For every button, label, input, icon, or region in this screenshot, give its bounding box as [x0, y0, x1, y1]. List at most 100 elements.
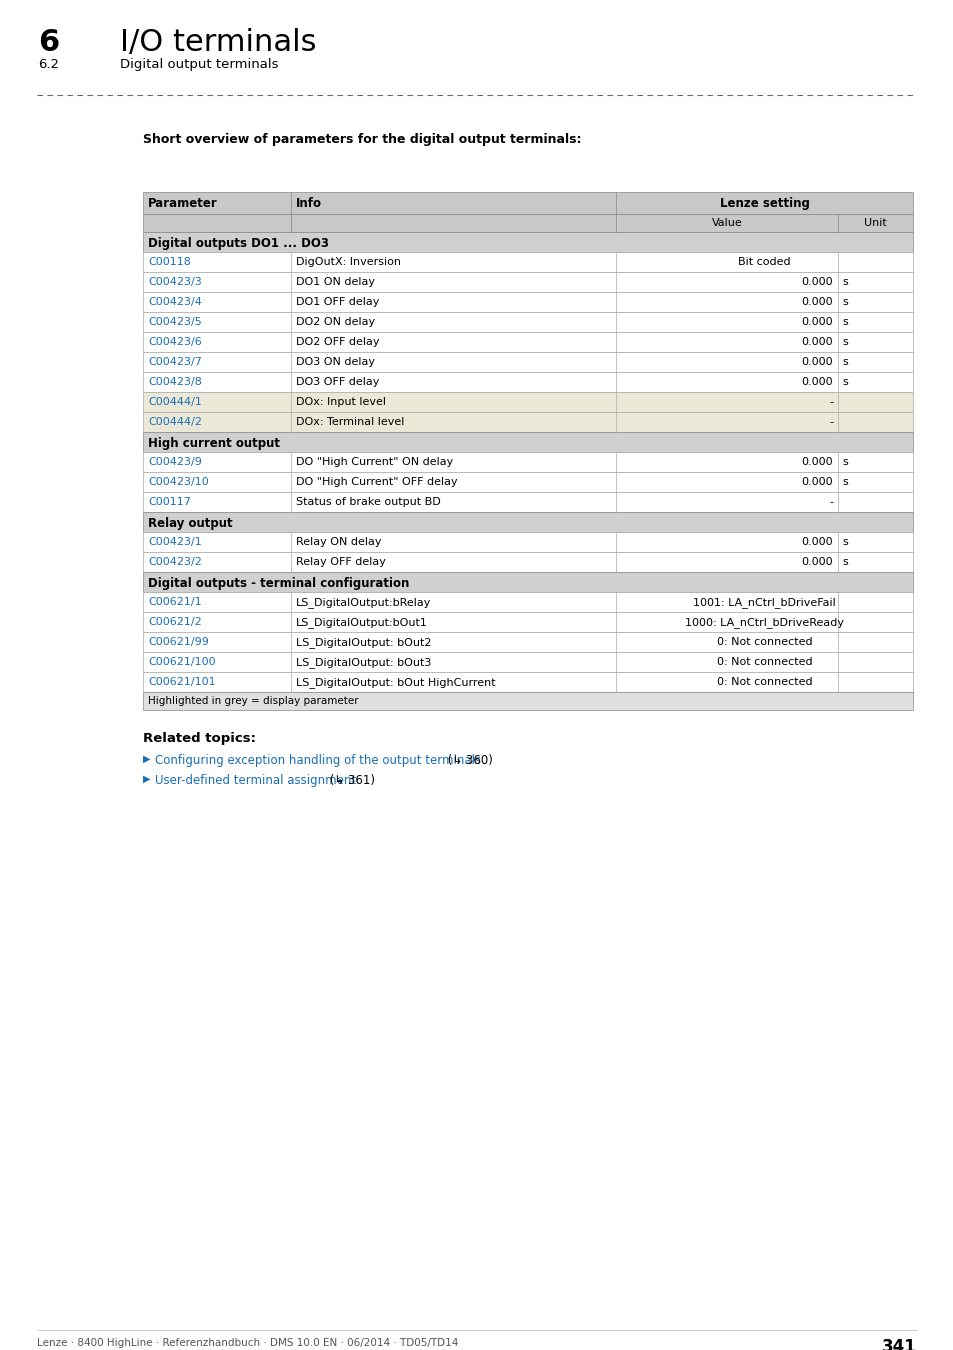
Bar	[143, 572, 912, 593]
Text: C00621/101: C00621/101	[148, 676, 215, 687]
Text: DO1 ON delay: DO1 ON delay	[295, 277, 375, 288]
Text: s: s	[841, 477, 847, 487]
Text: Relay OFF delay: Relay OFF delay	[295, 558, 385, 567]
Bar	[143, 593, 912, 612]
Bar	[143, 232, 912, 252]
Text: 0.000: 0.000	[801, 458, 832, 467]
Text: 0: Not connected: 0: Not connected	[716, 676, 811, 687]
Text: DOx: Input level: DOx: Input level	[295, 397, 386, 406]
Text: s: s	[841, 458, 847, 467]
Text: s: s	[841, 317, 847, 327]
Text: C00118: C00118	[148, 256, 191, 267]
Text: Parameter: Parameter	[148, 197, 217, 211]
Bar	[143, 215, 912, 232]
Text: Relay output: Relay output	[148, 517, 233, 531]
Text: C00117: C00117	[148, 497, 191, 508]
Text: Value: Value	[711, 217, 741, 228]
Text: Info: Info	[295, 197, 322, 211]
Text: C00423/1: C00423/1	[148, 537, 201, 547]
Text: 0: Not connected: 0: Not connected	[716, 637, 811, 647]
Text: 1001: LA_nCtrl_bDriveFail: 1001: LA_nCtrl_bDriveFail	[693, 597, 835, 608]
Text: -: -	[828, 417, 832, 427]
Text: DO2 OFF delay: DO2 OFF delay	[295, 338, 379, 347]
Text: Configuring exception handling of the output terminals: Configuring exception handling of the ou…	[154, 755, 480, 767]
Text: s: s	[841, 338, 847, 347]
Text: 6.2: 6.2	[38, 58, 59, 72]
Bar	[143, 612, 912, 632]
Text: DO "High Current" ON delay: DO "High Current" ON delay	[295, 458, 453, 467]
Bar	[143, 332, 912, 352]
Text: 1000: LA_nCtrl_bDriveReady: 1000: LA_nCtrl_bDriveReady	[684, 617, 843, 628]
Bar	[143, 552, 912, 572]
Text: C00423/9: C00423/9	[148, 458, 202, 467]
Text: Digital outputs DO1 ... DO3: Digital outputs DO1 ... DO3	[148, 238, 329, 250]
Text: DO3 OFF delay: DO3 OFF delay	[295, 377, 379, 387]
Text: Lenze setting: Lenze setting	[719, 197, 808, 211]
Text: 6: 6	[38, 28, 59, 57]
Text: 0.000: 0.000	[801, 537, 832, 547]
Text: 0: Not connected: 0: Not connected	[716, 657, 811, 667]
Bar	[143, 632, 912, 652]
Text: s: s	[841, 356, 847, 367]
Bar	[143, 432, 912, 452]
Bar	[143, 652, 912, 672]
Text: LS_DigitalOutput:bOut1: LS_DigitalOutput:bOut1	[295, 617, 428, 628]
Text: DO3 ON delay: DO3 ON delay	[295, 356, 375, 367]
Text: C00423/5: C00423/5	[148, 317, 201, 327]
Text: ▶: ▶	[143, 755, 151, 764]
Text: LS_DigitalOutput: bOut HighCurrent: LS_DigitalOutput: bOut HighCurrent	[295, 676, 496, 688]
Bar	[143, 512, 912, 532]
Text: Related topics:: Related topics:	[143, 732, 255, 745]
Bar	[143, 352, 912, 373]
Bar	[143, 373, 912, 391]
Bar	[143, 271, 912, 292]
Text: 0.000: 0.000	[801, 377, 832, 387]
Text: C00444/2: C00444/2	[148, 417, 202, 427]
Text: Bit coded: Bit coded	[738, 256, 790, 267]
Text: s: s	[841, 277, 847, 288]
Bar	[143, 392, 912, 412]
Text: DO1 OFF delay: DO1 OFF delay	[295, 297, 379, 306]
Text: C00423/6: C00423/6	[148, 338, 201, 347]
Text: 341: 341	[882, 1338, 916, 1350]
Text: ▶: ▶	[143, 774, 151, 784]
Bar	[143, 672, 912, 693]
Text: Highlighted in grey = display parameter: Highlighted in grey = display parameter	[148, 697, 358, 706]
Text: 0.000: 0.000	[801, 477, 832, 487]
Text: 0.000: 0.000	[801, 317, 832, 327]
Text: C00621/100: C00621/100	[148, 657, 215, 667]
Text: Lenze · 8400 HighLine · Referenzhandbuch · DMS 10.0 EN · 06/2014 · TD05/TD14: Lenze · 8400 HighLine · Referenzhandbuch…	[37, 1338, 457, 1349]
Text: Digital outputs - terminal configuration: Digital outputs - terminal configuration	[148, 576, 409, 590]
Text: -: -	[828, 397, 832, 406]
Text: C00423/10: C00423/10	[148, 477, 209, 487]
Text: s: s	[841, 377, 847, 387]
Text: Short overview of parameters for the digital output terminals:: Short overview of parameters for the dig…	[143, 134, 581, 146]
Text: 0.000: 0.000	[801, 558, 832, 567]
Text: s: s	[841, 558, 847, 567]
Bar	[143, 693, 912, 710]
Text: Status of brake output BD: Status of brake output BD	[295, 497, 440, 508]
Text: s: s	[841, 297, 847, 306]
Text: 0.000: 0.000	[801, 297, 832, 306]
Text: C00423/4: C00423/4	[148, 297, 202, 306]
Text: C00621/1: C00621/1	[148, 597, 201, 608]
Text: DOx: Terminal level: DOx: Terminal level	[295, 417, 404, 427]
Text: C00621/2: C00621/2	[148, 617, 201, 626]
Bar	[143, 491, 912, 512]
Text: DigOutX: Inversion: DigOutX: Inversion	[295, 256, 400, 267]
Text: (↳ 360): (↳ 360)	[443, 755, 493, 767]
Text: Unit: Unit	[863, 217, 886, 228]
Text: C00423/2: C00423/2	[148, 558, 202, 567]
Text: Digital output terminals: Digital output terminals	[120, 58, 278, 72]
Text: LS_DigitalOutput: bOut3: LS_DigitalOutput: bOut3	[295, 657, 431, 668]
Text: Relay ON delay: Relay ON delay	[295, 537, 381, 547]
Text: C00423/8: C00423/8	[148, 377, 202, 387]
Text: 0.000: 0.000	[801, 277, 832, 288]
Text: C00423/7: C00423/7	[148, 356, 202, 367]
Text: (↳ 361): (↳ 361)	[326, 774, 375, 787]
Text: LS_DigitalOutput: bOut2: LS_DigitalOutput: bOut2	[295, 637, 431, 648]
Bar	[143, 292, 912, 312]
Text: 0.000: 0.000	[801, 356, 832, 367]
Text: 0.000: 0.000	[801, 338, 832, 347]
Text: User-defined terminal assignment: User-defined terminal assignment	[154, 774, 355, 787]
